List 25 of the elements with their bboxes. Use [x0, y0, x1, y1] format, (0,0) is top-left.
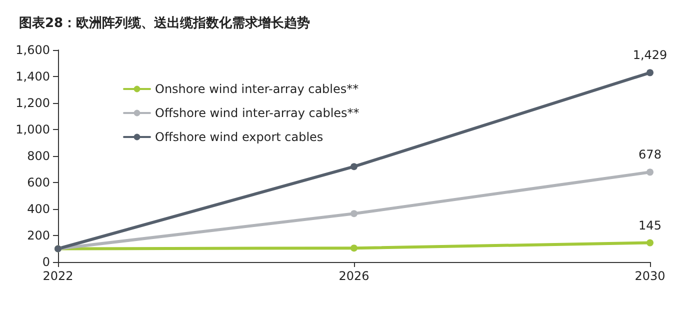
- point: [350, 163, 358, 170]
- data-label: 145: [638, 218, 662, 232]
- y-tick-label: 400: [27, 202, 50, 216]
- data-label: 1,429: [632, 48, 668, 62]
- point: [646, 239, 654, 246]
- chart-title: 图表28：欧洲阵列缆、送出缆指数化需求增长趋势: [19, 15, 310, 31]
- point: [646, 69, 654, 76]
- data-label: 678: [638, 148, 662, 162]
- y-tick-label: 200: [27, 228, 50, 242]
- point: [646, 168, 654, 176]
- y-tick-label: 0: [42, 255, 50, 269]
- y-tick-label: 600: [27, 176, 50, 190]
- y-tick-label: 1,400: [16, 70, 50, 84]
- legend-label: Onshore wind inter-array cables**: [155, 82, 359, 96]
- y-tick-label: 1,200: [16, 96, 50, 110]
- point: [350, 244, 358, 252]
- legend-label: Offshore wind export cables: [155, 130, 324, 144]
- y-tick-label: 800: [27, 149, 50, 163]
- legend-label: Offshore wind inter-array cables**: [155, 106, 360, 120]
- x-tick-label: 2030: [634, 269, 666, 283]
- y-tick-label: 1,600: [16, 43, 50, 57]
- point: [350, 210, 358, 218]
- x-tick-label: 2022: [42, 269, 74, 283]
- x-tick-label: 2026: [338, 269, 370, 283]
- y-tick-label: 1,000: [16, 122, 50, 136]
